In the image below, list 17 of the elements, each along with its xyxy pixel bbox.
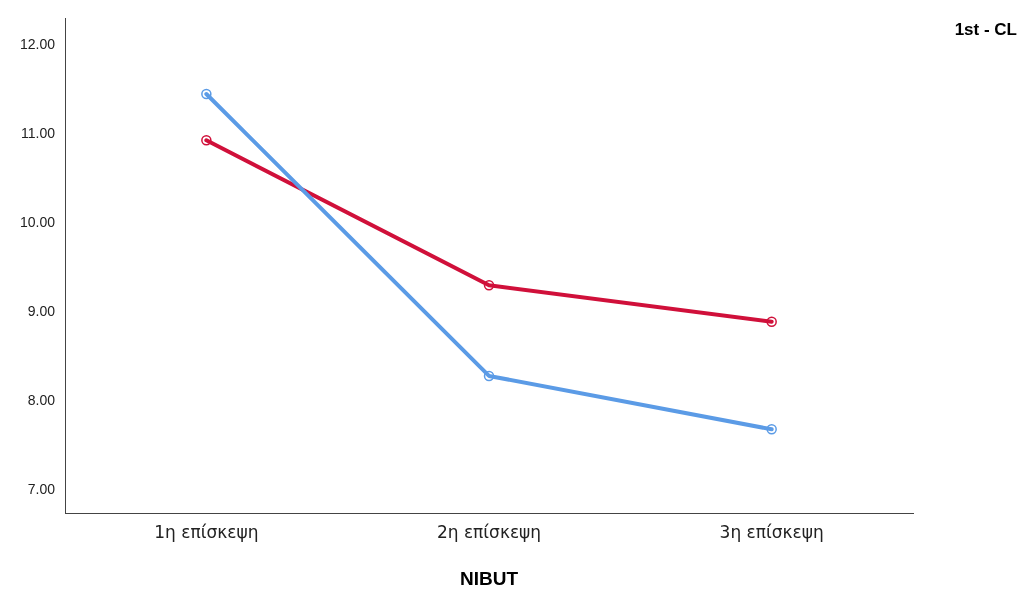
point <box>483 370 495 382</box>
y-tick-label: 7.00 <box>27 480 56 497</box>
y-tick-label: 11.00 <box>21 124 56 141</box>
point <box>201 135 212 146</box>
x-tick-label: 1η επίσκεψη <box>154 522 259 543</box>
legend-title: 1st - CL <box>954 20 1017 40</box>
y-tick-label: 8.00 <box>27 391 56 408</box>
y-tick-label: 10.00 <box>19 213 56 230</box>
x-tick-label: 3η επίσκεψη <box>719 522 824 543</box>
point <box>766 316 777 327</box>
y-tick-label: 9.00 <box>27 302 56 319</box>
x-axis-title: NIBUT <box>459 567 519 589</box>
point <box>766 424 777 435</box>
point <box>201 88 212 100</box>
point <box>483 279 495 291</box>
y-tick-label: 12.00 <box>19 35 56 52</box>
x-tick-label: 2η επίσκεψη <box>436 522 542 543</box>
